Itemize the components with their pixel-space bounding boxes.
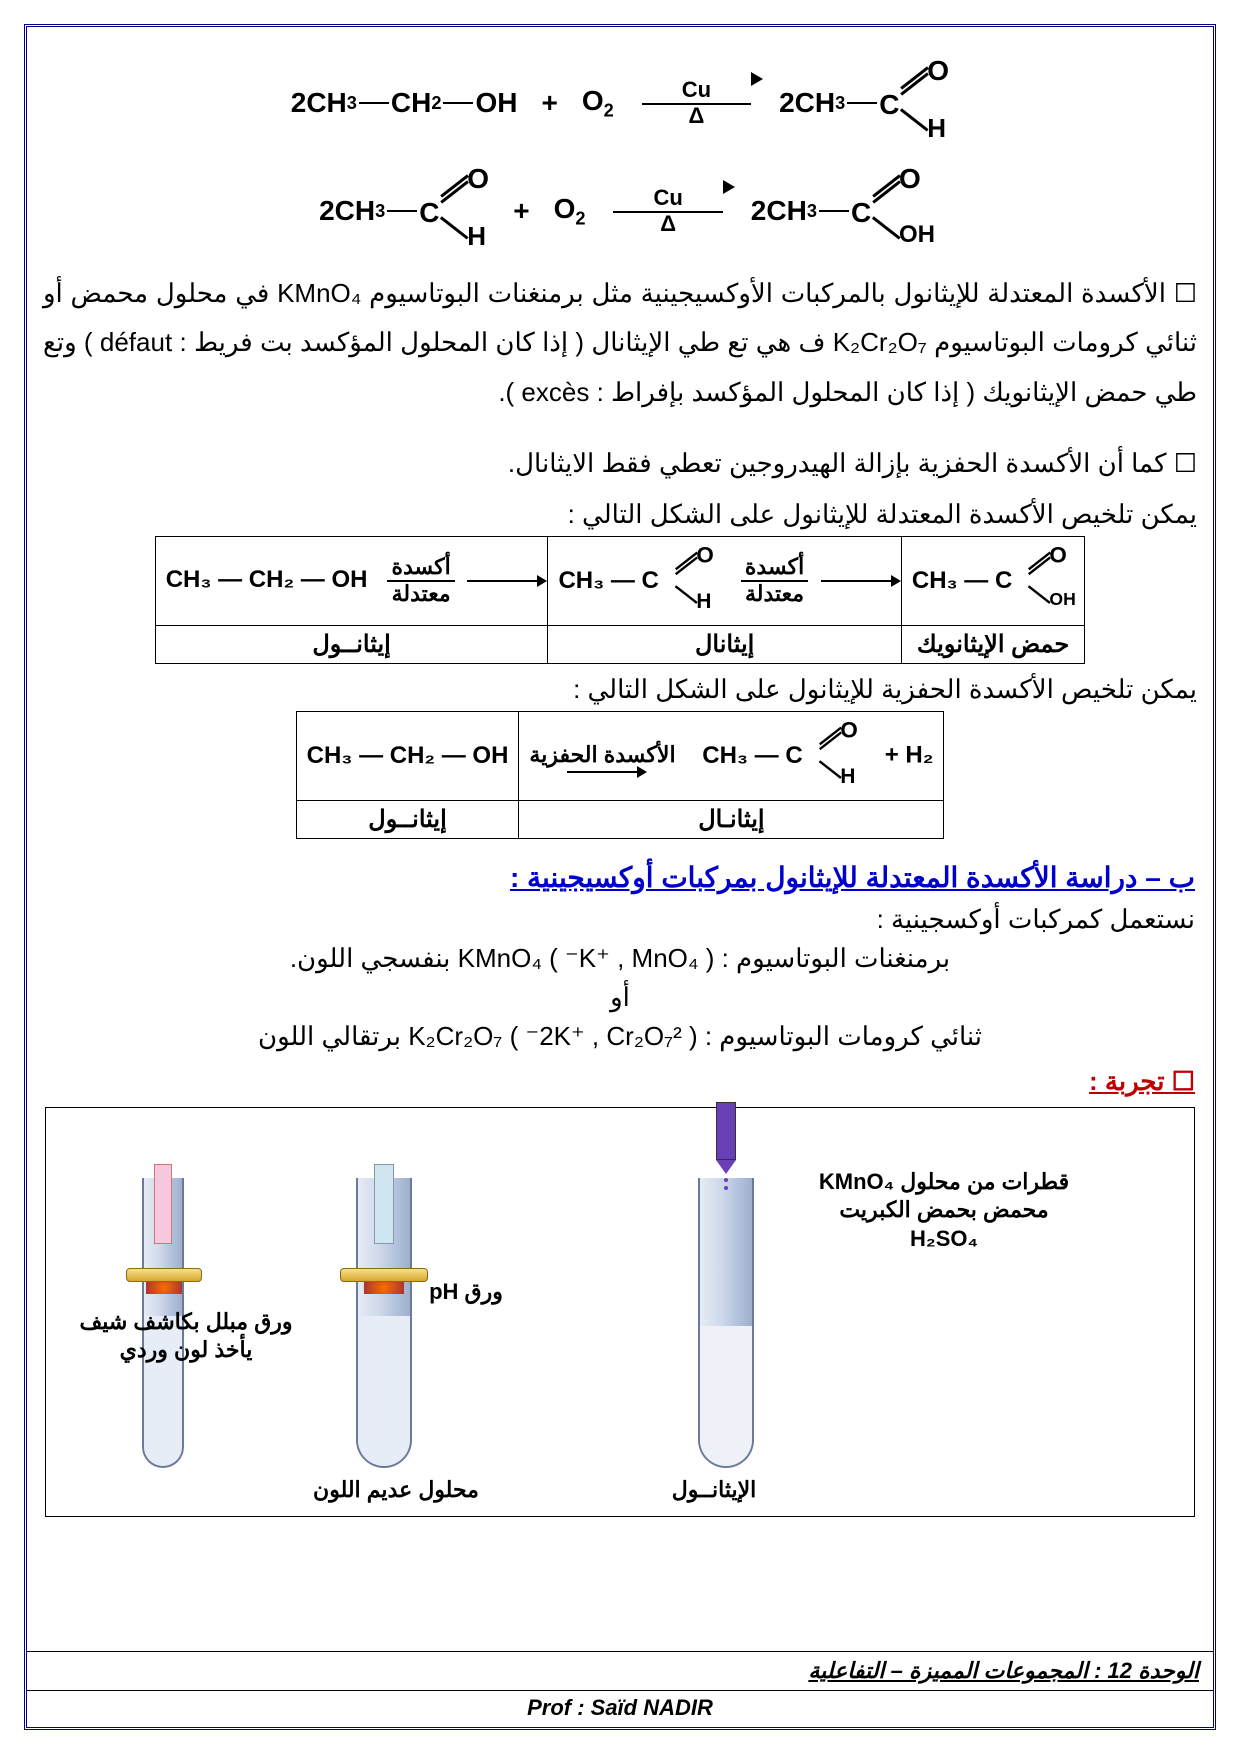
page-footer: الوحدة 12 : المجموعات المميزة – التفاعلي… [27, 1651, 1213, 1727]
dichromate-line: ثنائي كرومات البوتاسيوم : ( 2K⁺ , Cr₂O₇²… [45, 1021, 1195, 1052]
r1-lhs-a: 2CH [291, 87, 347, 119]
table-catalytic-oxidation: CH₃ — CH₂ — OH الأكسدة الحفزية CH₃ — C O [296, 711, 945, 839]
experiment-figure: قطرات من محلول KMnO₄ محمض بحمض الكبريت H… [45, 1107, 1195, 1517]
reaction-1: 2CH3 CH2 OH + O2 Cu Δ 2CH3 C O [39, 63, 1201, 143]
summary-catalytic: يمكن تلخيص الأكسدة الحفزية للإيثانول على… [43, 674, 1197, 705]
ethanol-label: الإيثانــول [654, 1476, 774, 1505]
or-line: أو [45, 982, 1195, 1013]
paragraph-catalytic: ☐ كما أن الأكسدة الحفزية بإزالة الهيدروج… [43, 439, 1197, 488]
footer-unit: الوحدة 12 : المجموعات المميزة – التفاعلي… [27, 1652, 1213, 1691]
colorless-label: محلول عديم اللون [286, 1476, 506, 1505]
drops-label: قطرات من محلول KMnO₄ محمض بحمض الكبريت H… [774, 1168, 1114, 1254]
schiff-label: ورق مبلل بكاشف شيف يأخذ لون وردي [56, 1308, 316, 1365]
paragraph-moderate-oxidation: ☐ الأكسدة المعتدلة للإيثانول بالمركبات ا… [43, 269, 1197, 417]
footer-prof: Prof : Saïd NADIR [27, 1691, 1213, 1727]
table-moderate-oxidation: CH₃ — CH₂ — OH أكسدة معتدلة CH₃ — C O [155, 536, 1086, 664]
experiment-title: ☐ تجربة : [45, 1066, 1195, 1097]
section-b-title: ب – دراسة الأكسدة المعتدلة للإيثانول بمر… [45, 861, 1195, 894]
reaction-2: 2CH3 C O H + O2 Cu Δ 2CH3 [39, 171, 1201, 251]
use-as-oxidants: نستعمل كمركبات أوكسجينية : [45, 904, 1195, 935]
ph-paper-label: ورق pH [406, 1278, 526, 1307]
permanganate-line: برمنغنات البوتاسيوم : ( K⁺ , MnO₄⁻ ) KMn… [45, 943, 1195, 974]
summary-moderate: يمكن تلخيص الأكسدة المعتدلة للإيثانول عل… [43, 499, 1197, 530]
